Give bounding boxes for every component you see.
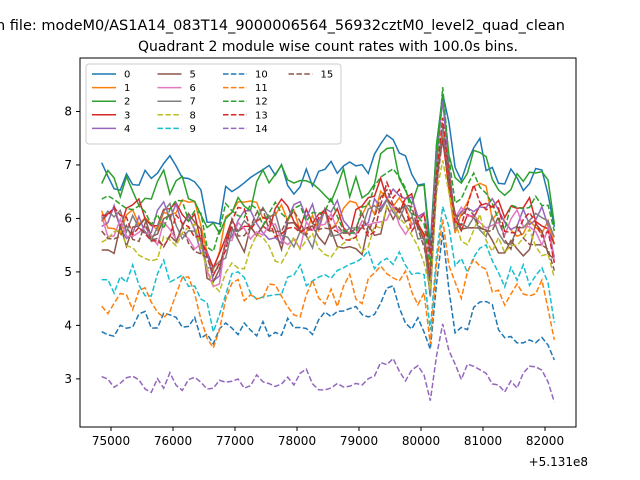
legend-label-12: 12 <box>255 97 268 108</box>
legend-label-3: 3 <box>124 110 130 121</box>
series-line-4 <box>101 100 556 283</box>
y-tick-label: 3 <box>64 372 72 386</box>
x-offset-label: +5.131e8 <box>529 455 588 469</box>
figure-suptitle: n file: modeM0/AS1A14_083T14_9000006564_… <box>0 18 565 34</box>
legend-label-1: 1 <box>124 83 130 94</box>
legend-label-4: 4 <box>124 124 130 135</box>
legend-label-5: 5 <box>190 70 196 81</box>
legend-box <box>85 63 342 145</box>
y-axis: 3 4 5 6 7 8 <box>64 104 80 386</box>
legend-label-7: 7 <box>190 97 196 108</box>
legend-label-8: 8 <box>190 110 196 121</box>
series-line-9 <box>101 206 556 335</box>
y-tick-label: 5 <box>64 265 72 279</box>
y-tick-label: 6 <box>64 211 72 225</box>
series-line-14 <box>101 323 556 403</box>
y-tick-label: 4 <box>64 318 72 332</box>
legend-label-15: 15 <box>321 70 334 81</box>
series-line-15 <box>101 138 556 277</box>
y-tick-label: 8 <box>64 104 72 118</box>
series-line-7 <box>101 125 556 297</box>
legend-label-0: 0 <box>124 70 130 81</box>
x-tick-label: 76000 <box>154 434 192 448</box>
x-tick-label: 79000 <box>340 434 378 448</box>
series-line-12 <box>101 87 556 267</box>
series-line-2 <box>101 96 556 257</box>
x-axis: 75000 76000 77000 78000 79000 80000 81000 82000 <box>92 427 564 448</box>
x-tick-label: 75000 <box>92 434 130 448</box>
series-line-11 <box>101 219 556 350</box>
legend-label-14: 14 <box>255 124 268 135</box>
series-line-10 <box>101 232 555 361</box>
chart-title: Quadrant 2 module wise count rates with … <box>138 39 518 55</box>
x-tick-label: 80000 <box>402 434 440 448</box>
series-line-0 <box>101 93 556 246</box>
legend-label-10: 10 <box>255 70 268 81</box>
legend-label-9: 9 <box>190 124 196 135</box>
x-tick-label: 81000 <box>464 434 502 448</box>
y-tick-label: 7 <box>64 158 72 172</box>
legend-label-11: 11 <box>255 83 268 94</box>
series-line-8 <box>101 160 556 293</box>
series-line-13 <box>101 117 556 278</box>
legend-label-13: 13 <box>255 110 268 121</box>
axes-frame <box>79 57 577 428</box>
series-layer <box>100 87 556 403</box>
x-tick-label: 78000 <box>278 434 316 448</box>
x-tick-label: 82000 <box>526 434 564 448</box>
legend-label-6: 6 <box>190 83 196 94</box>
x-tick-label: 77000 <box>216 434 254 448</box>
legend-label-2: 2 <box>124 97 130 108</box>
